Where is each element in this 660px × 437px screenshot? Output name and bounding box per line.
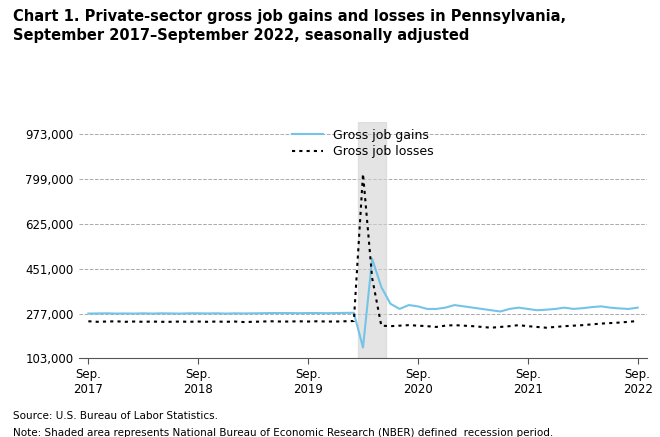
Bar xyxy=(358,122,386,358)
Gross job losses xyxy=(487,325,495,330)
Gross job losses xyxy=(84,319,92,324)
Line: Gross job losses: Gross job losses xyxy=(88,174,638,328)
Gross job losses xyxy=(387,323,395,329)
Gross job gains xyxy=(579,305,587,311)
Gross job gains xyxy=(213,311,220,316)
Gross job gains xyxy=(84,311,92,316)
Legend: Gross job gains, Gross job losses: Gross job gains, Gross job losses xyxy=(287,124,439,163)
Gross job gains xyxy=(368,256,376,261)
Text: Chart 1. Private-sector gross job gains and losses in Pennsylvania,
September 20: Chart 1. Private-sector gross job gains … xyxy=(13,9,566,43)
Text: Note: Shaded area represents National Bureau of Economic Research (NBER) defined: Note: Shaded area represents National Bu… xyxy=(13,428,554,437)
Gross job gains xyxy=(277,310,284,316)
Gross job gains xyxy=(194,311,202,316)
Gross job gains xyxy=(359,345,367,350)
Gross job losses xyxy=(359,171,367,177)
Gross job gains xyxy=(395,306,403,312)
Gross job losses xyxy=(579,323,587,328)
Gross job losses xyxy=(634,319,642,324)
Gross job losses xyxy=(277,319,284,324)
Gross job losses xyxy=(423,323,431,329)
Gross job gains xyxy=(432,306,440,312)
Text: Source: U.S. Bureau of Labor Statistics.: Source: U.S. Bureau of Labor Statistics. xyxy=(13,411,218,421)
Gross job gains xyxy=(634,305,642,310)
Line: Gross job gains: Gross job gains xyxy=(88,259,638,347)
Gross job losses xyxy=(194,319,202,324)
Gross job losses xyxy=(213,319,220,324)
